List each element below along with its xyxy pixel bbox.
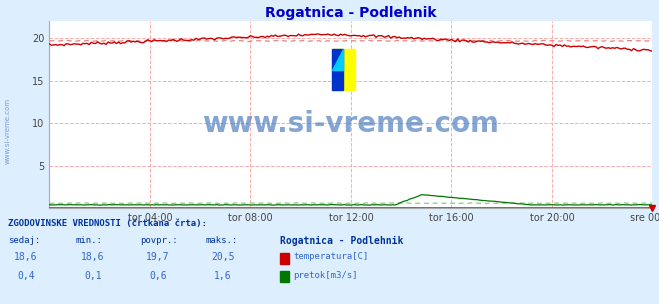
Text: www.si-vreme.com: www.si-vreme.com	[5, 98, 11, 164]
Bar	[280, 271, 289, 282]
Text: 18,6: 18,6	[81, 252, 105, 262]
Text: ZGODOVINSKE VREDNOSTI (črtkana črta):: ZGODOVINSKE VREDNOSTI (črtkana črta):	[8, 219, 207, 228]
Text: 18,6: 18,6	[14, 252, 38, 262]
Text: temperatura[C]: temperatura[C]	[293, 252, 368, 261]
Text: 20,5: 20,5	[212, 252, 235, 262]
Text: 0,4: 0,4	[17, 271, 35, 281]
Polygon shape	[331, 49, 343, 70]
Title: Rogatnica - Podlehnik: Rogatnica - Podlehnik	[265, 6, 437, 20]
Text: 0,6: 0,6	[149, 271, 167, 281]
Bar	[331, 49, 343, 91]
Text: Rogatnica - Podlehnik: Rogatnica - Podlehnik	[280, 236, 403, 246]
Bar	[331, 49, 355, 91]
Text: povpr.:: povpr.:	[140, 236, 178, 245]
Text: pretok[m3/s]: pretok[m3/s]	[293, 271, 357, 280]
Text: sedaj:: sedaj:	[8, 236, 40, 245]
Text: maks.:: maks.:	[205, 236, 237, 245]
Text: 19,7: 19,7	[146, 252, 170, 262]
Text: 1,6: 1,6	[214, 271, 232, 281]
Text: min.:: min.:	[75, 236, 102, 245]
Bar	[280, 253, 289, 264]
Text: 0,1: 0,1	[84, 271, 101, 281]
Text: www.si-vreme.com: www.si-vreme.com	[202, 110, 500, 138]
